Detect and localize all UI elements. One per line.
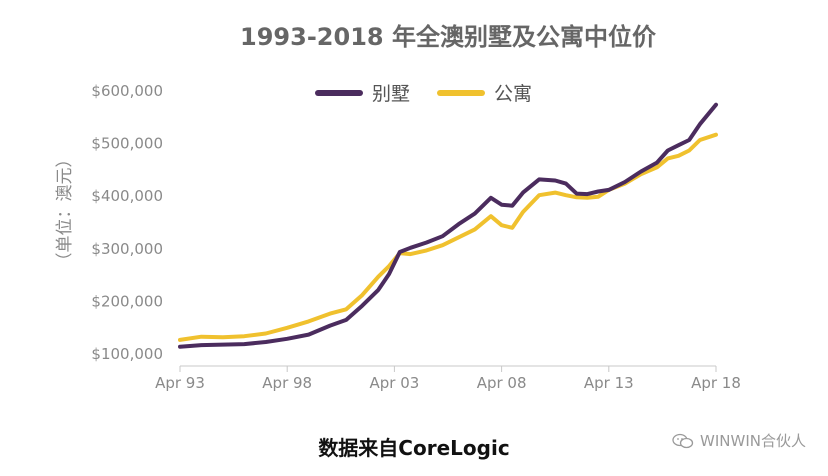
y-tick-label: $600,000 <box>91 82 163 100</box>
source-caption: 数据来自CoreLogic <box>318 436 510 460</box>
plot-area <box>178 102 718 349</box>
y-tick-label: $500,000 <box>91 135 163 153</box>
y-tick-label: $100,000 <box>91 345 163 363</box>
y-tick-label: $300,000 <box>91 240 163 258</box>
x-tick-label: Apr 13 <box>584 374 634 392</box>
legend-label-apartment: 公寓 <box>494 83 532 105</box>
y-axis: $100,000 $200,000 $300,000 $400,000 $500,000… <box>91 82 163 363</box>
legend: 别墅 公寓 <box>315 83 532 105</box>
x-tick-label: Apr 93 <box>155 374 205 392</box>
legend-label-villa: 别墅 <box>372 83 410 105</box>
series-line-villa <box>178 102 718 349</box>
x-tick-label: Apr 08 <box>477 374 527 392</box>
series-line-apartment <box>178 132 718 342</box>
y-axis-title: （单位：澳元） <box>55 151 75 270</box>
x-tick-label: Apr 03 <box>369 374 419 392</box>
y-tick-label: $200,000 <box>91 292 163 310</box>
watermark: WINWIN合伙人 <box>672 430 806 451</box>
x-axis: Apr 93 Apr 98 Apr 03 Apr 08 Apr 13 Apr 18 <box>155 366 741 392</box>
x-tick-label: Apr 18 <box>691 374 741 392</box>
x-tick-label: Apr 98 <box>262 374 312 392</box>
y-tick-label: $400,000 <box>91 187 163 205</box>
chart-title: 1993-2018 年全澳别墅及公寓中位价 <box>240 23 657 51</box>
wechat-icon <box>672 433 694 448</box>
watermark-text: WINWIN合伙人 <box>700 432 806 450</box>
